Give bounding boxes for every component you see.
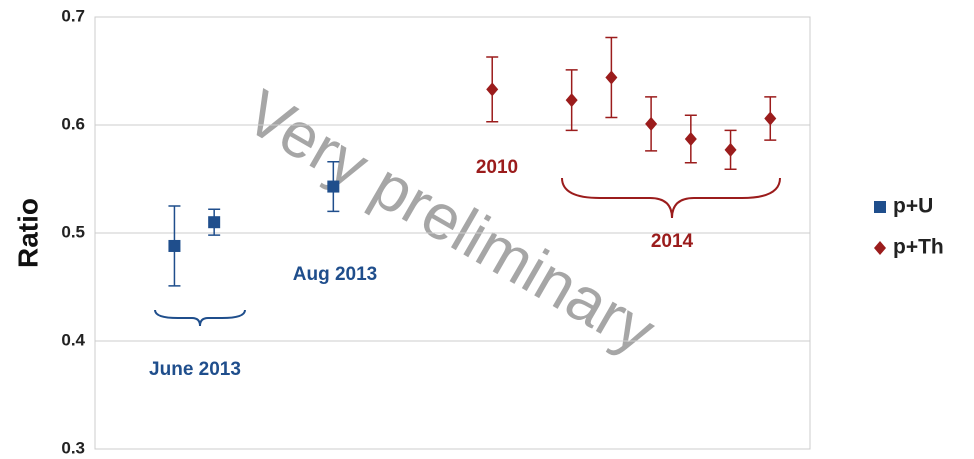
point: [565, 93, 578, 108]
y-tick-label: 0.6: [61, 114, 85, 133]
legend: p+U p+Th: [874, 195, 944, 259]
point: [168, 239, 181, 252]
legend-label: p+Th: [893, 236, 944, 259]
point: [327, 180, 340, 193]
point: [724, 142, 737, 157]
brace: [561, 177, 781, 219]
point: [764, 111, 777, 126]
annotation: 2010: [476, 157, 518, 178]
point: [645, 116, 658, 131]
annotation: June 2013: [149, 359, 241, 380]
annotation: 2014: [651, 231, 694, 252]
point: [605, 70, 618, 85]
point: [684, 132, 697, 147]
point: [208, 216, 221, 229]
legend-marker: [874, 241, 886, 255]
point: [486, 82, 499, 97]
brace: [154, 309, 246, 327]
y-axis-label: Ratio: [12, 198, 43, 268]
legend-marker: [874, 201, 886, 213]
y-tick-label: 0.3: [61, 438, 85, 457]
legend-label: p+U: [893, 195, 933, 218]
y-tick-label: 0.5: [61, 222, 85, 241]
annotation: Aug 2013: [293, 264, 377, 285]
watermark: Very preliminary: [234, 76, 667, 368]
y-tick-label: 0.7: [61, 6, 85, 25]
y-tick-label: 0.4: [61, 330, 85, 349]
